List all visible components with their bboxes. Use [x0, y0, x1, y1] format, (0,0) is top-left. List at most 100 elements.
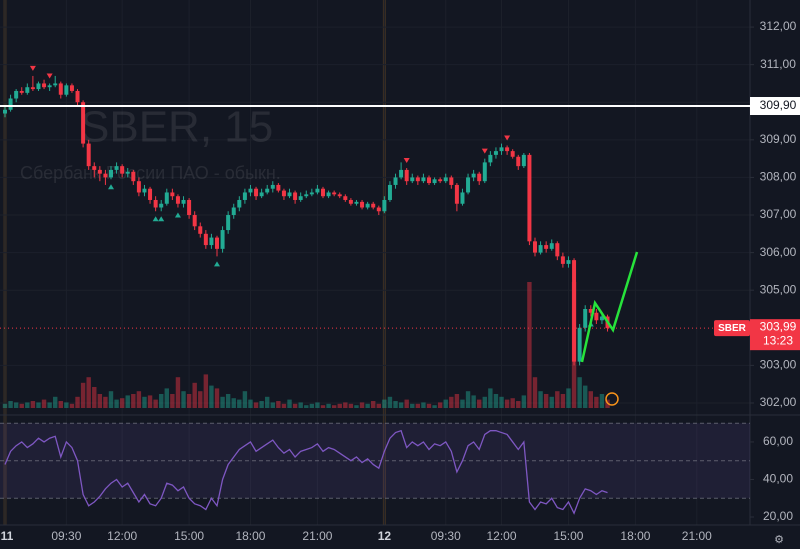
candle-body: [3, 109, 7, 114]
candle-body: [527, 154, 532, 242]
x-tick-label: 12:00: [107, 529, 137, 543]
volume-bar: [488, 388, 493, 408]
candle-body: [510, 151, 515, 157]
volume-bar: [560, 394, 566, 408]
volume-bar: [365, 403, 370, 408]
volume-bar: [398, 402, 404, 408]
watermark-subtitle: Сбербанк России ПАО - обыкн.: [20, 163, 281, 183]
last-price-time: 13:23: [763, 333, 793, 347]
x-tick-label: 09:30: [431, 529, 461, 543]
y-tick-label: 303,00: [760, 358, 797, 372]
x-tick-label: 12:00: [487, 529, 517, 543]
candle-body: [248, 188, 253, 193]
candle-body: [315, 188, 320, 193]
candle-body: [64, 85, 69, 95]
volume-bar: [320, 405, 326, 408]
volume-bar: [19, 403, 24, 408]
volume-bar: [304, 405, 309, 408]
drawing[interactable]: [580, 251, 639, 363]
candle-body: [360, 201, 365, 208]
volume-bar: [225, 394, 231, 408]
candle-body: [538, 245, 543, 253]
candle-body: [493, 151, 498, 155]
volume-bar: [136, 391, 142, 408]
buy-signal: [158, 216, 165, 222]
candle-body: [270, 184, 275, 189]
volume-bar: [103, 396, 108, 408]
candle-body: [231, 207, 236, 216]
x-tick-label: 21:00: [302, 529, 332, 543]
candle-body: [153, 199, 158, 208]
candle-body: [326, 192, 331, 197]
volume-bar: [108, 391, 114, 408]
candle-body: [58, 83, 63, 95]
x-tick-label: 18:00: [235, 529, 265, 543]
rsi-tick-label: 20,00: [763, 509, 793, 523]
volume-bar: [214, 388, 220, 408]
volume-bar: [376, 403, 381, 408]
candle-body: [482, 162, 487, 182]
volume-bar: [315, 402, 320, 408]
volume-bar: [58, 401, 63, 408]
candle-body: [544, 245, 549, 249]
volume-bar: [382, 399, 387, 408]
candle-body: [175, 196, 180, 204]
price-label-box: [750, 97, 800, 116]
candle-body: [47, 85, 52, 88]
volume-bar: [186, 394, 192, 408]
x-tick-label: 11: [1, 529, 14, 543]
candle-body: [432, 179, 437, 184]
volume-bar: [41, 399, 47, 408]
candle-body: [30, 87, 35, 90]
volume-bar: [25, 402, 30, 408]
volume-bar: [265, 396, 270, 408]
candle-body: [337, 194, 342, 197]
alert-icon[interactable]: [605, 392, 619, 406]
volume-bar: [53, 396, 58, 408]
candle-body: [304, 194, 309, 197]
volume-bar: [437, 402, 443, 408]
candle-body: [293, 192, 298, 200]
volume-bar: [387, 396, 393, 408]
volume-bar: [555, 391, 560, 408]
sell-signal: [403, 158, 410, 164]
candle-body: [555, 243, 560, 257]
settings-icon[interactable]: ⚙: [774, 534, 784, 546]
volume-bar: [337, 403, 342, 408]
candle-body: [466, 177, 471, 193]
volume-bar: [538, 391, 543, 408]
candle-body: [181, 199, 186, 204]
candle-body: [577, 327, 582, 362]
buy-signal: [174, 212, 181, 218]
candle-body: [170, 192, 175, 197]
x-tick-label: 15:00: [553, 529, 583, 543]
candle-body: [97, 169, 102, 174]
volume-bar: [80, 382, 86, 408]
candle-body: [276, 184, 281, 191]
volume-bar: [477, 399, 482, 408]
volume-bar: [64, 402, 69, 408]
candle-body: [159, 203, 164, 208]
candle-body: [382, 199, 387, 212]
candle-body: [488, 154, 493, 163]
candle-body: [560, 256, 565, 264]
candle-body: [332, 192, 337, 195]
candle-body: [265, 188, 270, 193]
volume-bar: [253, 402, 259, 408]
candle-body: [148, 188, 153, 200]
candle-body: [365, 203, 370, 208]
candle-body: [533, 241, 537, 253]
candle-body: [259, 192, 264, 197]
candle-body: [399, 169, 404, 178]
candle-body: [164, 192, 169, 204]
rsi-tick-label: 40,00: [763, 472, 793, 486]
volume-bar: [393, 401, 398, 408]
candle-body: [376, 207, 381, 212]
candle-body: [215, 237, 219, 249]
volume-bar: [192, 382, 197, 408]
x-tick-label: 12: [378, 529, 392, 543]
volume-bar: [8, 401, 13, 408]
volume-bar: [92, 387, 97, 408]
